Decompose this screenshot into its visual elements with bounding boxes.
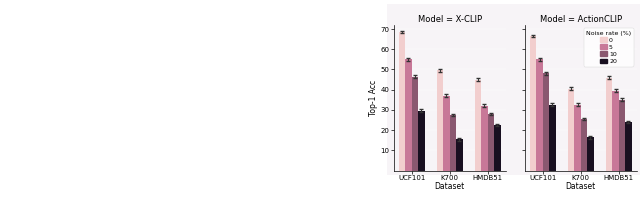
Legend: 0, 5, 10, 20: 0, 5, 10, 20: [584, 28, 634, 67]
Bar: [418, 111, 424, 171]
Bar: [488, 114, 494, 171]
Bar: [574, 105, 581, 171]
Bar: [399, 32, 405, 171]
Bar: [536, 59, 543, 171]
Title: Model = X-CLIP: Model = X-CLIP: [417, 15, 482, 24]
Bar: [612, 91, 619, 171]
Bar: [494, 125, 500, 171]
Bar: [456, 139, 463, 171]
Bar: [450, 115, 456, 171]
Bar: [625, 122, 632, 171]
Bar: [481, 106, 488, 171]
Bar: [549, 105, 556, 171]
Bar: [581, 119, 588, 171]
Bar: [436, 71, 443, 171]
Bar: [475, 80, 481, 171]
Y-axis label: Top-1 Acc: Top-1 Acc: [369, 80, 378, 116]
Bar: [619, 100, 625, 171]
Bar: [530, 36, 536, 171]
X-axis label: Dataset: Dataset: [435, 182, 465, 191]
Bar: [606, 78, 612, 171]
Bar: [443, 96, 450, 171]
Bar: [588, 137, 594, 171]
Bar: [568, 89, 574, 171]
Bar: [405, 59, 412, 171]
Title: Model = ActionCLIP: Model = ActionCLIP: [540, 15, 622, 24]
Bar: [543, 73, 549, 171]
Bar: [412, 77, 418, 171]
X-axis label: Dataset: Dataset: [566, 182, 596, 191]
